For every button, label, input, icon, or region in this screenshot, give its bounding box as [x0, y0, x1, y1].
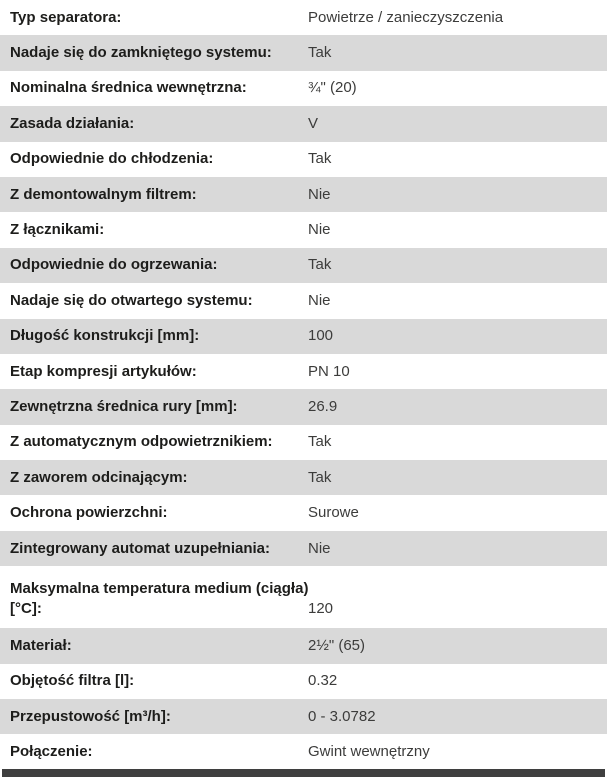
- spec-value: Gwint wewnętrzny: [308, 743, 430, 761]
- spec-label: Przepustowość [m³/h]:: [10, 707, 171, 725]
- spec-value: 26.9: [308, 397, 338, 415]
- spec-label: Zewnętrzna średnica rury [mm]:: [10, 397, 238, 415]
- spec-row: Nadaje się do zamkniętego systemu: Tak: [0, 35, 607, 71]
- spec-row: Połączenie: Gwint wewnętrzny: [0, 734, 607, 770]
- spec-label: Z automatycznym odpowietrznikiem:: [10, 433, 273, 451]
- spec-row: Odpowiednie do ogrzewania: Tak: [0, 247, 607, 284]
- spec-row: Długość konstrukcji [mm]: 100: [0, 318, 607, 354]
- spec-row: Zintegrowany automat uzupełniania: Nie: [0, 530, 607, 567]
- spec-label: Maksymalna temperatura medium (ciągła) […: [10, 580, 309, 618]
- spec-row: Zewnętrzna średnica rury [mm]: 26.9: [0, 389, 607, 425]
- spec-label: Zintegrowany automat uzupełniania:: [10, 539, 271, 557]
- spec-row: Nadaje się do otwartego systemu: Nie: [0, 283, 607, 319]
- spec-row: Przepustowość [m³/h]: 0 - 3.0782: [0, 699, 607, 735]
- spec-value: 100: [308, 327, 334, 345]
- spec-value: Surowe: [308, 504, 359, 522]
- spec-label: Z łącznikami:: [10, 221, 105, 239]
- spec-value: PN 10: [308, 362, 350, 380]
- spec-label: Nadaje się do otwartego systemu:: [10, 291, 253, 309]
- spec-row: Typ separatora: Powietrze / zanieczyszcz…: [0, 0, 607, 36]
- spec-row: Odpowiednie do chłodzenia: Tak: [0, 141, 607, 177]
- spec-value: Nie: [308, 221, 331, 239]
- spec-row: Z zaworem odcinającym: Tak: [0, 460, 607, 496]
- spec-row: Materiał: 2½" (65): [0, 628, 607, 664]
- spec-value: Tak: [308, 256, 332, 274]
- spec-label: Długość konstrukcji [mm]:: [10, 327, 200, 345]
- spec-row: Objętość filtra [l]: 0.32: [0, 663, 607, 700]
- spec-row: Maksymalna temperatura medium (ciągła) […: [0, 566, 607, 629]
- bottom-bar: [2, 769, 605, 777]
- spec-label: Etap kompresji artykułów:: [10, 362, 197, 380]
- spec-label: Odpowiednie do ogrzewania:: [10, 256, 218, 274]
- spec-row: Nominalna średnica wewnętrzna: ¾" (20): [0, 70, 607, 107]
- spec-value: Tak: [308, 150, 332, 168]
- spec-value: 0 - 3.0782: [308, 707, 376, 725]
- spec-row: Ochrona powierzchni: Surowe: [0, 495, 607, 531]
- spec-label: Materiał:: [10, 636, 72, 654]
- spec-value: ¾" (20): [308, 79, 357, 97]
- spec-value: Tak: [308, 433, 332, 451]
- spec-value: Tak: [308, 468, 332, 486]
- spec-label: Ochrona powierzchni:: [10, 504, 168, 522]
- spec-label: Odpowiednie do chłodzenia:: [10, 150, 214, 168]
- spec-row: Z demontowalnym filtrem: Nie: [0, 176, 607, 213]
- spec-value: Nie: [308, 185, 331, 203]
- spec-value: Powietrze / zanieczyszczenia: [308, 8, 504, 26]
- spec-label: Zasada działania:: [10, 114, 135, 132]
- spec-value: Nie: [308, 291, 331, 309]
- spec-label: Typ separatora:: [10, 8, 122, 26]
- spec-value: Tak: [308, 44, 332, 62]
- spec-row: Zasada działania: V: [0, 106, 607, 142]
- spec-row: Etap kompresji artykułów: PN 10: [0, 353, 607, 390]
- spec-value: 120: [308, 600, 334, 618]
- spec-value: Nie: [308, 539, 331, 557]
- spec-label: Nominalna średnica wewnętrzna:: [10, 79, 247, 97]
- spec-value: 0.32: [308, 672, 338, 690]
- spec-value: 2½" (65): [308, 636, 366, 654]
- spec-row: Z łącznikami: Nie: [0, 212, 607, 248]
- spec-label: Z demontowalnym filtrem:: [10, 185, 197, 203]
- spec-label: Objętość filtra [l]:: [10, 672, 135, 690]
- spec-value: V: [308, 114, 319, 132]
- spec-label: Połączenie:: [10, 743, 93, 761]
- spec-label: Nadaje się do zamkniętego systemu:: [10, 44, 272, 62]
- spec-row: Z automatycznym odpowietrznikiem: Tak: [0, 424, 607, 461]
- spec-label: Z zaworem odcinającym:: [10, 468, 188, 486]
